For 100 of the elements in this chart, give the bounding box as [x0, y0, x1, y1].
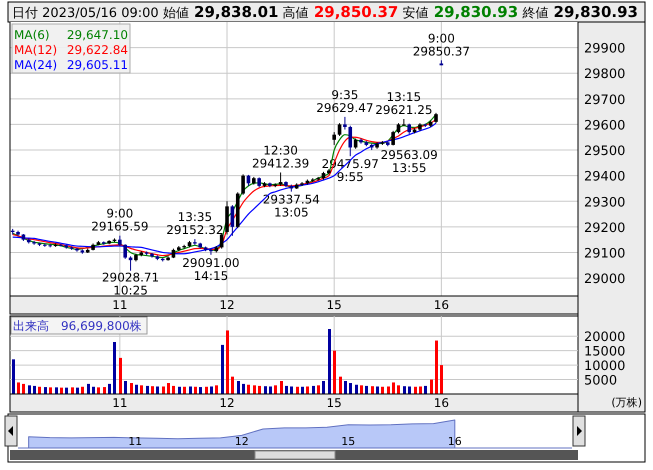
- bar: [253, 385, 256, 394]
- bar: [430, 380, 433, 394]
- bar: [274, 385, 277, 394]
- y-tick-label: 29400: [584, 170, 626, 185]
- bar: [189, 386, 192, 394]
- y-tick-label: 29100: [584, 246, 626, 262]
- candlestick: [278, 172, 282, 186]
- x-tick-label: 16: [434, 396, 449, 410]
- candlestick: [338, 122, 342, 136]
- bar: [124, 381, 127, 394]
- bar: [414, 386, 417, 394]
- bar: [403, 386, 406, 394]
- y-tick-label: 29600: [584, 118, 626, 134]
- x-tick-label: 12: [234, 435, 249, 448]
- annotation: 29091.00 14:15: [182, 256, 240, 283]
- bar: [440, 365, 443, 394]
- bar: [178, 386, 181, 394]
- bar: [349, 383, 352, 394]
- chart-title: 日付 2023/05/16 09:00 始値 29,838.01 高値 29,850.37 安値 29,830.93 終値 29,830.93: [12, 3, 638, 21]
- bar: [119, 358, 122, 394]
- bar: [140, 385, 143, 394]
- bar: [103, 387, 106, 394]
- bar: [221, 344, 224, 394]
- bar: [264, 386, 267, 394]
- bar: [12, 359, 15, 394]
- annotation: 9:35 29629.47: [316, 88, 374, 115]
- x-tick-label: 16: [434, 298, 449, 312]
- x-tick-label: 12: [219, 396, 235, 410]
- annotation: 13:15 29621.25: [375, 90, 432, 117]
- bar: [344, 381, 347, 394]
- candlestick: [241, 174, 245, 196]
- bar: [55, 387, 58, 394]
- annotation: 29,647.10: [66, 28, 128, 42]
- bar: [156, 386, 159, 394]
- x-tick-label: 11: [128, 435, 142, 448]
- bar: [306, 386, 309, 394]
- x-tick-label: 15: [341, 435, 356, 448]
- candlestick: [348, 125, 352, 157]
- x-tick-label: 15: [326, 298, 342, 312]
- bar: [269, 386, 272, 394]
- bar: [97, 387, 100, 394]
- bar: [76, 388, 79, 394]
- annotation: 29,605.11: [66, 58, 128, 72]
- bar: [322, 381, 325, 394]
- annotation: 9:00 29165.59: [91, 206, 148, 234]
- candlestick: [123, 244, 128, 260]
- annotation: 29563.09 13:55: [380, 148, 438, 175]
- bar: [301, 386, 304, 394]
- annotation: 29337.54 13:05: [262, 192, 320, 220]
- bar: [419, 386, 422, 394]
- bar: [81, 386, 84, 394]
- bar: [215, 385, 218, 394]
- bar: [231, 376, 234, 394]
- candlestick: [407, 123, 412, 134]
- bar: [376, 386, 379, 394]
- bar: [172, 386, 175, 394]
- bar: [237, 381, 240, 394]
- bar: [135, 384, 138, 394]
- bar: [280, 381, 283, 394]
- bar: [162, 386, 165, 394]
- y-tick-label: 20000: [584, 330, 626, 346]
- bar: [71, 387, 74, 394]
- x-tick-label: 11: [112, 396, 128, 410]
- bar: [333, 350, 336, 394]
- bar: [194, 386, 197, 394]
- y-tick-label: 29700: [584, 92, 626, 108]
- candlestick: [332, 132, 336, 146]
- y-tick-label: 29800: [584, 67, 626, 82]
- bar: [130, 383, 133, 394]
- bar: [392, 382, 395, 394]
- bar: [17, 382, 20, 394]
- bar: [199, 387, 202, 394]
- bar: [146, 386, 149, 394]
- bar: [38, 386, 41, 394]
- bar: [183, 386, 186, 394]
- annotation: 29028.71 10:25: [102, 270, 160, 298]
- candlestick: [257, 176, 261, 188]
- bar: [242, 384, 245, 394]
- bar: [205, 386, 208, 394]
- y-axis-title: (万株): [611, 396, 642, 409]
- bar: [167, 383, 170, 394]
- bar: [371, 386, 374, 394]
- annotation: 12:30 29412.39: [252, 143, 310, 170]
- candlestick: [354, 138, 358, 150]
- annotation: 29,622.84: [66, 43, 128, 57]
- x-tick-label: 15: [326, 396, 342, 410]
- text: MA(12): [14, 43, 58, 57]
- bar: [49, 387, 52, 394]
- bar: [360, 385, 363, 394]
- candlestick: [343, 116, 347, 130]
- candlestick: [220, 232, 224, 250]
- bar: [247, 384, 250, 394]
- bar: [226, 330, 229, 394]
- y-tick-label: 15000: [584, 344, 626, 360]
- x-tick-label: 12: [219, 298, 235, 312]
- candlestick: [128, 256, 132, 272]
- bar: [151, 386, 154, 394]
- bar: [290, 386, 293, 394]
- bar: [33, 386, 36, 394]
- bar: [92, 386, 95, 394]
